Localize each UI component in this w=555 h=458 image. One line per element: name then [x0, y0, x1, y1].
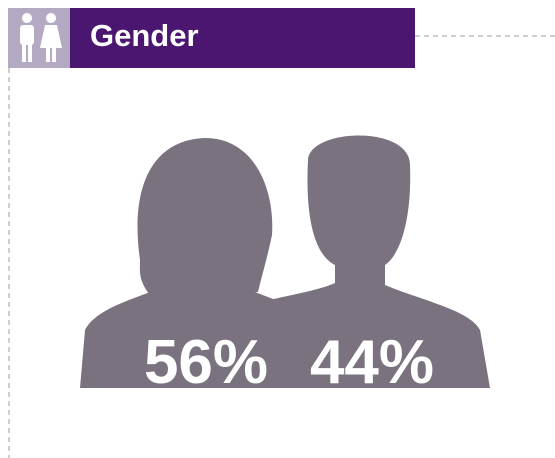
header-title: Gender	[90, 18, 199, 53]
infographic: Gender 56% 44%	[0, 0, 555, 458]
male-share: 44%	[310, 328, 434, 397]
icon-box	[8, 8, 70, 68]
page: Gender 56% 44% (() => { const data = JSO…	[0, 0, 555, 458]
female-share: 56%	[144, 328, 268, 397]
